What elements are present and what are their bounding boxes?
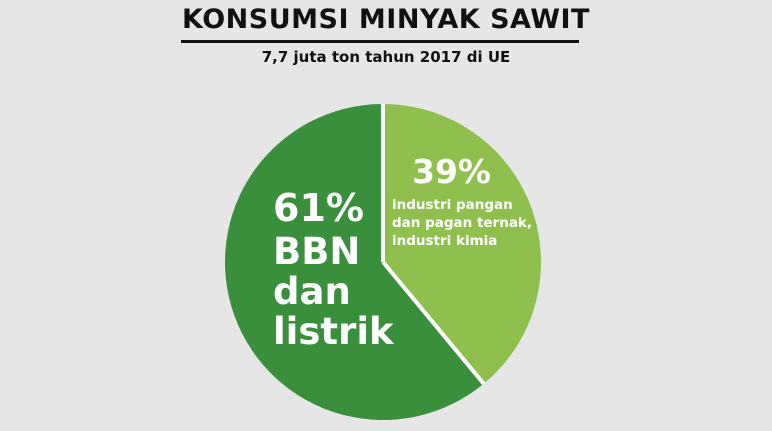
- pie-slice-industri: [383, 104, 541, 384]
- slice-percent-industri: 39%: [412, 152, 491, 191]
- slice-percent-bbn: 61%: [273, 186, 364, 230]
- chart-title: KONSUMSI MINYAK SAWIT: [182, 4, 590, 35]
- chart-subtitle: 7,7 juta ton tahun 2017 di UE: [261, 48, 511, 66]
- title-underline: [181, 40, 579, 43]
- pie-slice-bbn: [224, 104, 484, 420]
- slice-label-industri: industri pangan dan pagan ternak, indust…: [392, 197, 533, 249]
- slice-separator-bottom: [381, 260, 486, 386]
- slice-label-bbn: BBN dan listrik: [273, 230, 394, 353]
